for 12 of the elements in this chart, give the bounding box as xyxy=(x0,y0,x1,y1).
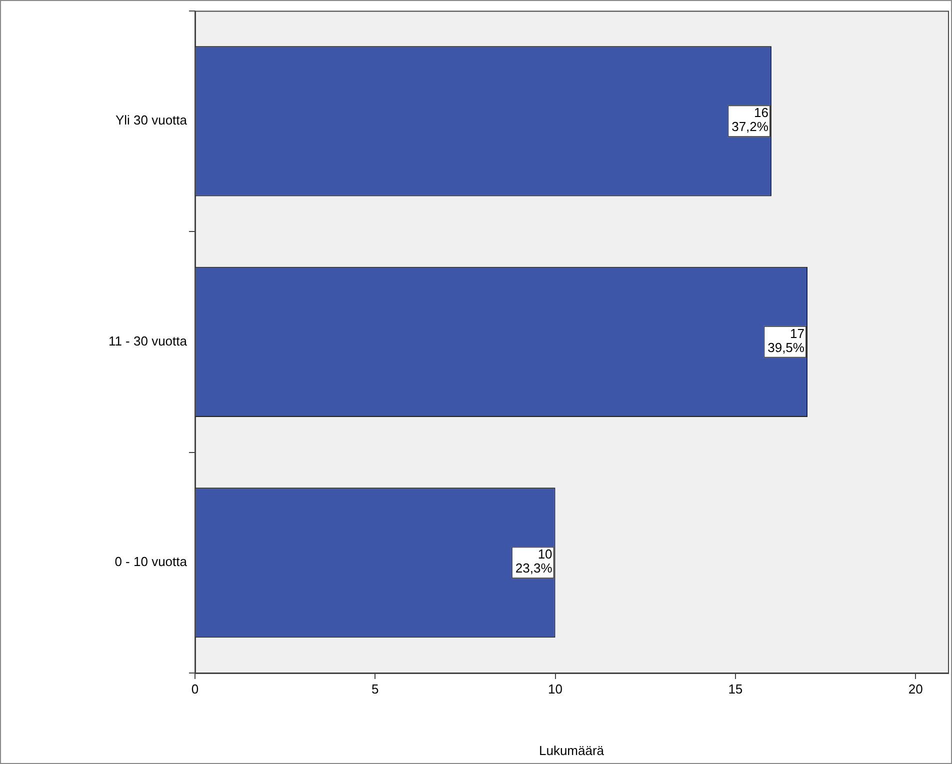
x-axis-title: Lukumäärä xyxy=(538,742,605,758)
x-tick-label: 5 xyxy=(372,681,379,696)
y-tick-label: Yli 30 vuotta xyxy=(115,112,188,128)
y-tick-label: 11 - 30 vuotta xyxy=(108,333,188,348)
x-tick-label: 20 xyxy=(908,681,923,696)
x-tick-label: 10 xyxy=(548,681,563,696)
y-tick-label: 0 - 10 vuotta xyxy=(114,554,188,570)
data-label: 10 23,3% xyxy=(515,546,553,576)
data-label: 16 37,2% xyxy=(732,105,769,134)
x-tick-label: 15 xyxy=(728,681,743,696)
data-label: 17 39,5% xyxy=(768,326,805,355)
x-tick-label: 0 xyxy=(191,681,199,696)
